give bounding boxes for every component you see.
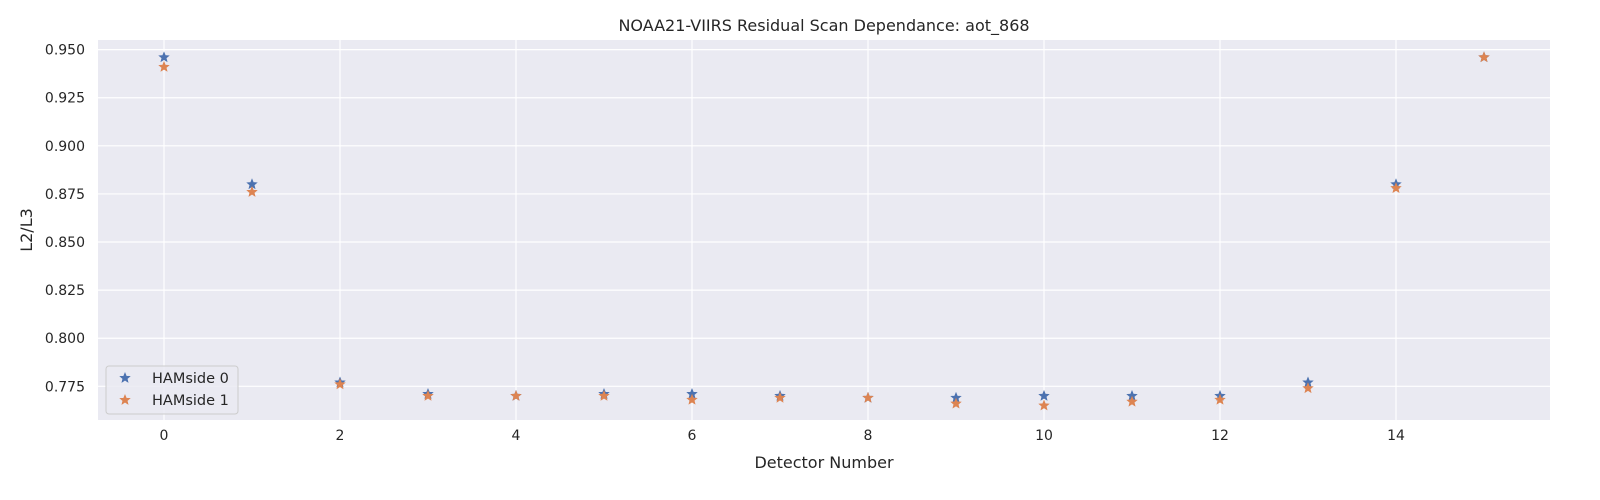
chart-title: NOAA21-VIIRS Residual Scan Dependance: a… <box>618 16 1029 36</box>
legend-label: HAMside 1 <box>152 393 229 409</box>
data-series <box>158 51 1490 411</box>
data-point <box>158 51 170 63</box>
x-tick-label: 4 <box>512 428 521 444</box>
data-point <box>686 393 698 405</box>
data-point <box>1038 399 1050 411</box>
legend-marker <box>119 371 131 383</box>
data-point <box>1126 395 1138 407</box>
x-tick-label: 12 <box>1211 428 1229 444</box>
y-tick-label: 0.850 <box>45 235 85 251</box>
x-tick-label: 2 <box>336 428 345 444</box>
data-point <box>334 378 346 390</box>
x-tick-label: 0 <box>160 428 169 444</box>
data-point <box>246 185 258 197</box>
data-point <box>598 389 610 401</box>
legend-marker <box>119 393 131 405</box>
y-tick-label: 0.925 <box>45 91 85 107</box>
data-point <box>950 397 962 409</box>
y-tick-label: 0.875 <box>45 187 85 203</box>
data-point <box>1214 393 1226 405</box>
data-point <box>862 391 874 403</box>
y-tick-label: 0.950 <box>45 43 85 59</box>
x-tick-label: 6 <box>688 428 697 444</box>
x-axis-title: Detector Number <box>754 453 894 472</box>
data-point <box>158 60 170 72</box>
data-point <box>774 391 786 403</box>
legend-label: HAMside 0 <box>152 371 229 387</box>
data-point <box>422 389 434 401</box>
y-tick-label: 0.825 <box>45 283 85 299</box>
plot-background <box>98 40 1550 420</box>
data-point <box>1390 182 1402 194</box>
legend-box <box>105 365 239 415</box>
y-axis-title: L2/L3 <box>17 208 36 252</box>
data-point <box>1478 51 1490 63</box>
data-point <box>510 389 522 401</box>
grid-lines <box>98 40 1550 420</box>
data-point <box>1038 389 1050 401</box>
x-tick-label: 14 <box>1387 428 1405 444</box>
y-tick-label: 0.800 <box>45 331 85 347</box>
data-point <box>1302 382 1314 394</box>
tick-labels: 0 2 4 6 8 10 12 14 0.775 0.800 0.825 0.850 0.875 0.90… <box>45 43 1405 444</box>
legend: HAMside 0 HAMside 1 <box>105 365 239 415</box>
y-tick-label: 0.900 <box>45 139 85 155</box>
x-tick-label: 8 <box>864 428 873 444</box>
y-tick-label: 0.775 <box>45 379 85 395</box>
series-1 <box>158 51 1490 411</box>
x-tick-label: 10 <box>1035 428 1053 444</box>
